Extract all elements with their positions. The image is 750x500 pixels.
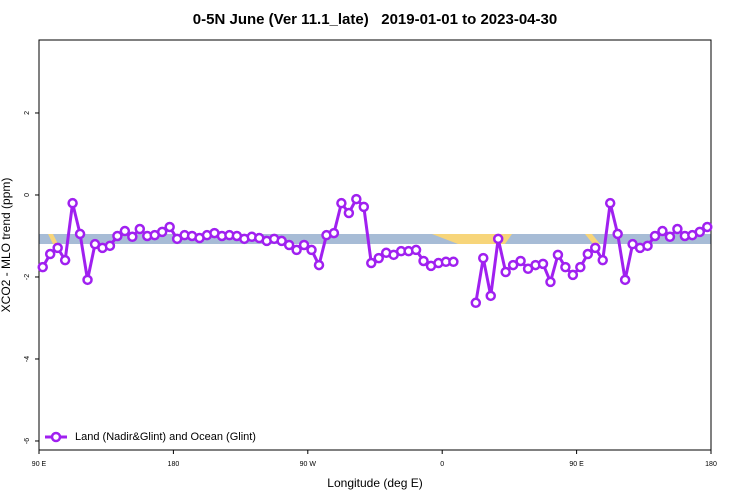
band-land bbox=[48, 234, 58, 244]
point bbox=[291, 244, 302, 256]
x-tick-label: 90 E bbox=[32, 461, 47, 468]
band-land bbox=[432, 234, 512, 244]
point bbox=[67, 197, 78, 209]
point bbox=[515, 255, 526, 267]
point bbox=[418, 255, 429, 267]
point bbox=[657, 225, 668, 237]
point bbox=[351, 193, 362, 205]
point bbox=[358, 201, 370, 213]
point bbox=[567, 269, 579, 281]
point bbox=[37, 261, 48, 273]
point bbox=[649, 230, 661, 242]
x-axis-label: Longitude (deg E) bbox=[327, 476, 422, 490]
point bbox=[470, 297, 482, 309]
point bbox=[119, 225, 131, 237]
point bbox=[306, 244, 317, 256]
x-tick-label: 180 bbox=[168, 461, 180, 468]
coverage-band bbox=[39, 234, 711, 244]
point bbox=[156, 226, 168, 238]
point bbox=[59, 254, 71, 266]
point bbox=[373, 252, 384, 264]
point bbox=[283, 239, 295, 251]
point bbox=[410, 244, 422, 256]
point bbox=[485, 290, 496, 302]
y-tick-label: 2 bbox=[24, 111, 31, 115]
point bbox=[590, 242, 601, 254]
point bbox=[298, 239, 310, 251]
point bbox=[164, 221, 175, 233]
point bbox=[134, 223, 146, 235]
point bbox=[328, 227, 340, 239]
point bbox=[582, 248, 594, 260]
point bbox=[276, 235, 287, 247]
point bbox=[82, 274, 93, 286]
point bbox=[552, 249, 564, 261]
point bbox=[500, 266, 511, 278]
point bbox=[343, 207, 355, 219]
y-tick-label: -6 bbox=[24, 438, 31, 444]
point bbox=[612, 228, 623, 240]
point bbox=[336, 197, 347, 209]
chart-title: 0-5N June (Ver 11.1_late) 2019-01-01 to … bbox=[193, 11, 557, 28]
legend: Land (Nadir&Glint) and Ocean (Glint) bbox=[45, 431, 256, 443]
point bbox=[313, 259, 325, 271]
x-tick-label: 90 W bbox=[300, 461, 317, 468]
point bbox=[52, 242, 63, 254]
band-land bbox=[585, 234, 600, 244]
point bbox=[694, 226, 706, 238]
y-tick-label: -4 bbox=[24, 356, 31, 362]
point bbox=[507, 259, 519, 271]
plot-frame bbox=[38, 39, 712, 451]
x-tick-label: 180 bbox=[705, 461, 717, 468]
point bbox=[44, 248, 56, 260]
y-tick-label: -2 bbox=[24, 274, 31, 280]
point bbox=[537, 258, 549, 270]
y-axis-label: XCO2 - MLO trend (ppm) bbox=[0, 178, 13, 313]
point bbox=[448, 256, 459, 268]
point bbox=[672, 223, 683, 235]
point bbox=[560, 261, 571, 273]
point bbox=[619, 274, 631, 286]
point bbox=[127, 231, 138, 243]
x-tick-label: 90 E bbox=[569, 461, 584, 468]
point bbox=[478, 252, 489, 264]
point bbox=[492, 233, 504, 245]
point bbox=[702, 221, 713, 233]
point bbox=[545, 276, 556, 288]
point bbox=[104, 240, 116, 252]
point bbox=[366, 257, 377, 269]
point bbox=[112, 230, 123, 242]
legend-marker bbox=[50, 431, 62, 443]
point bbox=[74, 228, 86, 240]
y-tick-label: 0 bbox=[24, 193, 31, 197]
point bbox=[597, 254, 608, 266]
series-line bbox=[41, 197, 709, 304]
point bbox=[664, 231, 676, 243]
band-ocean bbox=[39, 234, 711, 244]
point bbox=[642, 240, 653, 252]
legend-label: Land (Nadir&Glint) and Ocean (Glint) bbox=[75, 431, 256, 443]
point bbox=[575, 261, 586, 273]
x-tick-label: 0 bbox=[440, 461, 444, 468]
point bbox=[604, 197, 616, 209]
